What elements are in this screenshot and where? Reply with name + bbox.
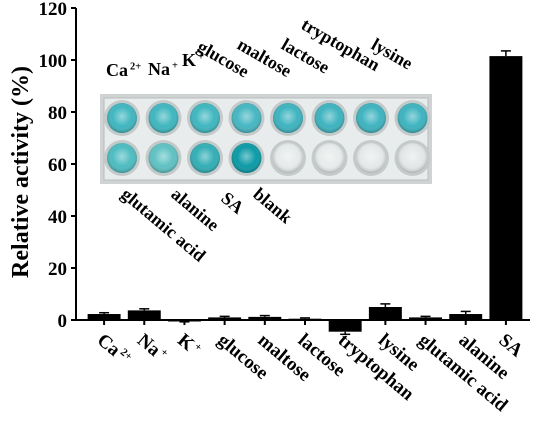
bar	[87, 314, 121, 320]
well-shading	[231, 143, 262, 173]
well-shading	[273, 103, 303, 133]
x-tick-label: Na+	[133, 330, 171, 366]
y-axis-label: Relative activity (%)	[8, 66, 34, 278]
y-tick-label: 100	[39, 51, 68, 72]
bar	[248, 316, 282, 320]
axes: 0 20 40 60 80 100 120	[39, 0, 530, 332]
well-shading	[107, 103, 137, 133]
inset-photo	[100, 94, 432, 184]
inset-label-top-superscript: +	[172, 61, 178, 72]
inset-label-bottom: SA	[217, 188, 247, 218]
x-tick-label: Ca2+	[93, 330, 135, 370]
inset-label-top-text: Ca	[106, 60, 128, 80]
well-shading	[231, 103, 262, 133]
well-shading	[397, 103, 428, 133]
bar	[449, 314, 483, 320]
bar	[208, 317, 242, 320]
well-shading	[356, 103, 386, 133]
y-tick-label: 40	[48, 207, 67, 228]
bar-series	[87, 50, 523, 336]
inset-label-top-text: K	[182, 50, 196, 70]
inset-label-top-superscript: +	[198, 52, 204, 63]
well-shading	[190, 103, 220, 133]
well-shading	[148, 103, 179, 133]
y-tick-label: 120	[39, 0, 68, 20]
bar	[328, 320, 362, 332]
inset-label-top-text: Na	[148, 59, 170, 79]
well-shading	[314, 103, 345, 133]
inset-label-top: Na +	[148, 59, 178, 79]
y-tick-label: 80	[48, 103, 67, 124]
bar	[489, 56, 523, 320]
well-shading	[356, 143, 386, 173]
well-shading	[107, 143, 137, 173]
inset-label-top-superscript: 2+	[130, 62, 141, 73]
y-tick-label: 0	[58, 311, 68, 332]
y-tick-label: 20	[48, 259, 67, 280]
x-tick-label: K+	[173, 330, 204, 361]
bar	[368, 307, 402, 320]
inset-label-top: Ca 2+	[106, 60, 141, 80]
well-shading	[397, 143, 428, 173]
inset-label-top: K +	[182, 50, 204, 70]
well-shading	[190, 143, 220, 173]
inset-label-bottom: blank	[249, 184, 296, 228]
y-tick-label: 60	[48, 155, 67, 176]
bar	[127, 310, 161, 320]
well-shading	[148, 143, 179, 173]
bar	[409, 317, 443, 320]
well-shading	[314, 143, 345, 173]
x-tick-labels: Ca2+Na+ K+ glucosemaltoselactosetryptophan…	[93, 330, 527, 417]
well-shading	[273, 143, 303, 173]
